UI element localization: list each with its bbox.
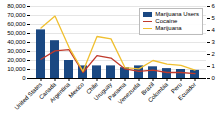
svg-text:Chile: Chile	[85, 81, 100, 96]
svg-text:2: 2	[212, 51, 216, 57]
html-text:Marijuana: Marijuana	[155, 25, 182, 31]
svg-text:3: 3	[212, 39, 216, 45]
svg-text:6: 6	[212, 3, 216, 9]
svg-text:1: 1	[212, 63, 216, 69]
svg-text:Uruguay: Uruguay	[92, 81, 114, 102]
svg-text:Colombia: Colombia	[147, 81, 170, 104]
svg-text:5: 5	[212, 15, 216, 21]
svg-text:Mexico: Mexico	[67, 81, 85, 99]
svg-text:30,000: 30,000	[7, 48, 26, 54]
svg-text:Canada: Canada	[38, 81, 58, 101]
svg-text:Argentina: Argentina	[49, 81, 72, 104]
html-text:Cocaine: Cocaine	[155, 18, 178, 24]
svg-text:10,000: 10,000	[7, 66, 26, 72]
svg-text:Brazil: Brazil	[140, 81, 156, 97]
svg-text:80,000: 80,000	[7, 3, 26, 9]
svg-text:Venezuela: Venezuela	[117, 81, 142, 106]
svg-text:60,000: 60,000	[7, 21, 26, 27]
svg-text:United States: United States	[13, 81, 44, 111]
svg-text:Ecuador: Ecuador	[177, 81, 197, 101]
svg-text:Peru: Peru	[169, 81, 184, 95]
svg-text:Panama: Panama	[107, 81, 128, 102]
svg-text:4: 4	[212, 27, 216, 33]
svg-text:70,000: 70,000	[7, 12, 26, 18]
svg-text:0: 0	[212, 75, 216, 81]
svg-text:40,000: 40,000	[7, 39, 26, 45]
html-text:Marijuana Users: Marijuana Users	[155, 11, 199, 17]
svg-text:0: 0	[22, 75, 26, 81]
svg-text:20,000: 20,000	[7, 57, 26, 63]
svg-text:50,000: 50,000	[7, 30, 26, 36]
